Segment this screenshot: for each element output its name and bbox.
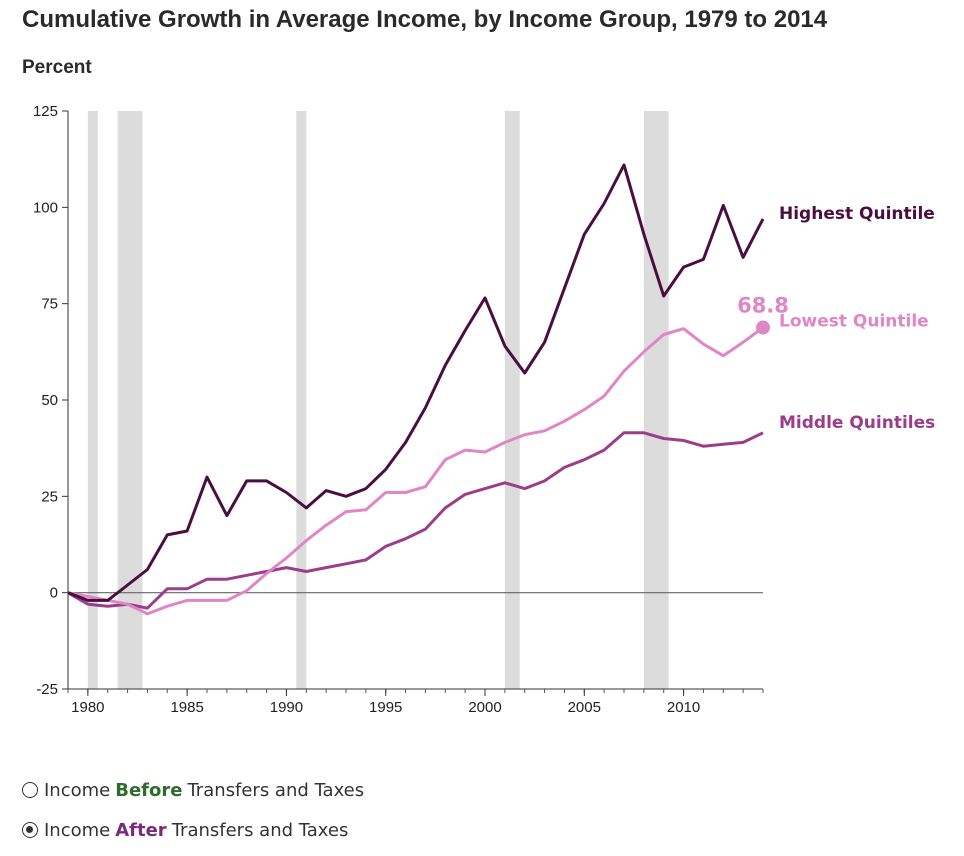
- x-tick-label: 1985: [170, 699, 203, 716]
- x-tick-label: 2005: [568, 699, 601, 716]
- x-tick-label: 2000: [468, 699, 501, 716]
- x-tick-label: 1980: [71, 699, 104, 716]
- y-axis-unit-label: Percent: [22, 57, 92, 78]
- radio-after-icon[interactable]: [22, 822, 38, 838]
- y-tick-label: 75: [41, 296, 58, 313]
- x-tick-label: 2010: [667, 699, 700, 716]
- line-chart: -25 0 25 50 75 100 125 1980 1985 1990 1995 2000 2005…: [33, 103, 935, 716]
- recession-band: [643, 111, 669, 689]
- y-tick-label: 100: [33, 199, 58, 216]
- radio-before-suffix: Transfers and Taxes: [187, 779, 365, 801]
- y-tick-label: 0: [50, 585, 58, 602]
- series-label-middle-quintiles: Middle Quintiles: [779, 413, 935, 433]
- y-tick-label: 25: [41, 488, 58, 505]
- series-line-middle-quintiles: [67, 431, 764, 610]
- y-tick-label: 125: [33, 103, 58, 120]
- radio-after-prefix: Income: [44, 819, 111, 841]
- x-tick-label: 1995: [369, 699, 402, 716]
- series-line-lowest-quintile: [67, 326, 764, 616]
- radio-before-icon[interactable]: [22, 782, 38, 798]
- series-label-highest-quintile: Highest Quintile: [779, 204, 935, 224]
- radio-option-before[interactable]: Income Before Transfers and Taxes: [22, 776, 364, 804]
- x-tick-label: 1990: [270, 699, 303, 716]
- recession-band: [296, 111, 307, 689]
- lowest-quintile-end-value: 68.8: [737, 294, 789, 318]
- radio-before-prefix: Income: [44, 779, 111, 801]
- lowest-quintile-end-point: [756, 320, 770, 335]
- income-type-radio-group: Income Before Transfers and Taxes Income…: [22, 776, 364, 856]
- radio-after-keyword: After: [115, 819, 167, 841]
- radio-before-keyword: Before: [115, 779, 183, 801]
- series-line-highest-quintile: [67, 163, 765, 602]
- recession-band: [504, 111, 520, 689]
- radio-after-suffix: Transfers and Taxes: [171, 819, 349, 841]
- recession-band: [87, 111, 98, 689]
- y-tick-label: -25: [36, 681, 58, 698]
- chart-title: Cumulative Growth in Average Income, by …: [22, 6, 828, 33]
- y-tick-label: 50: [41, 392, 58, 409]
- radio-option-after[interactable]: Income After Transfers and Taxes: [22, 816, 364, 844]
- series-label-lowest-quintile: Lowest Quintile: [779, 312, 929, 332]
